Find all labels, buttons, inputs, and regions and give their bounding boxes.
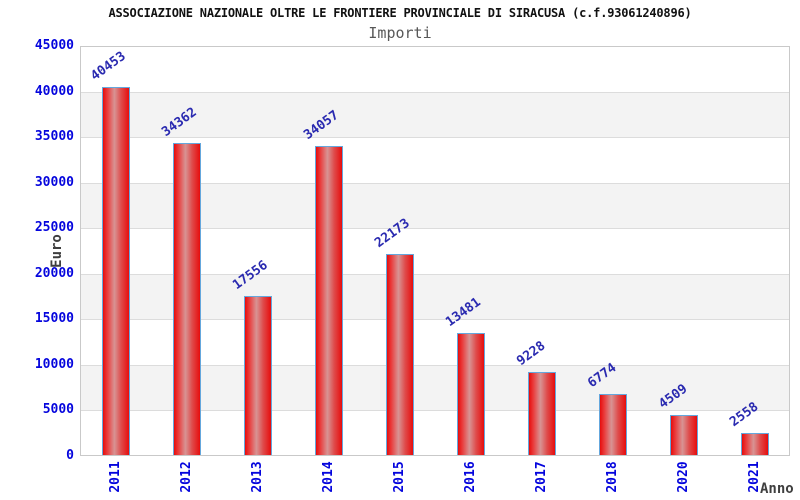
chart-subtitle: Importi [368,24,432,42]
y-tick-label: 30000 [34,174,74,190]
gridline [80,137,790,139]
y-tick-label: 15000 [34,311,74,327]
x-tick-label: 2018 [604,461,620,493]
x-tick-label: 2020 [675,461,691,493]
bar [243,296,272,456]
bar [598,394,627,456]
plot-band [80,91,790,138]
chart-title: ASSOCIAZIONE NAZIONALE OLTRE LE FRONTIER… [108,6,692,20]
plot-band [80,46,790,92]
y-tick-label: 35000 [34,129,74,145]
y-tick-label: 45000 [34,38,74,53]
y-tick-label: 25000 [34,220,74,236]
y-tick-label: 5000 [42,402,74,418]
bar [456,333,485,456]
gridline [80,228,790,230]
x-axis-title: Anno [760,481,794,497]
bar [385,254,414,456]
y-axis-title: Euro [49,234,65,268]
bar [172,143,201,456]
bar [101,87,130,456]
x-tick-label: 2015 [391,461,407,493]
gridline [80,319,790,321]
x-tick-label: 2013 [249,461,265,493]
x-tick-label: 2016 [462,461,478,493]
bar [740,433,769,456]
x-tick-label: 2017 [533,461,549,493]
gridline [80,91,790,93]
y-tick-label: 0 [66,448,74,463]
gridline [80,273,790,275]
gridline [80,364,790,366]
bar [669,415,698,456]
x-tick-label: 2011 [107,461,123,493]
gridline [80,182,790,184]
plot-area [80,46,790,456]
x-tick-label: 2014 [320,461,336,493]
x-tick-label: 2012 [178,461,194,493]
bar [527,372,556,456]
bar [314,146,343,456]
y-tick-label: 10000 [34,356,74,372]
y-tick-label: 20000 [34,265,74,281]
y-tick-label: 40000 [34,83,74,99]
gridline [80,410,790,412]
